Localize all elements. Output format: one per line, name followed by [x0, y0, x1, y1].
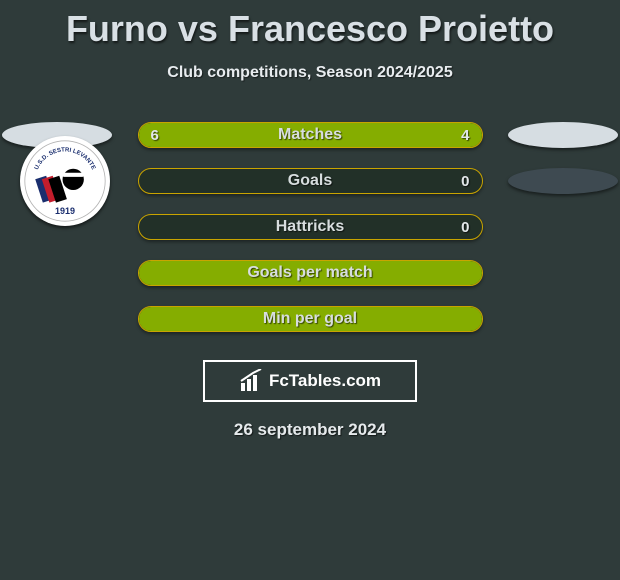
stat-row-hattricks: Hattricks 0: [0, 204, 620, 250]
stat-label: Hattricks: [139, 218, 482, 236]
stat-rows: 6 Matches 4 U.S.D. SESTRI LEVANTE 1919: [0, 112, 620, 342]
right-value: 4: [461, 127, 469, 144]
right-value: 0: [461, 173, 469, 190]
stat-bar: Goals 0: [138, 168, 483, 194]
right-value: 0: [461, 219, 469, 236]
right-player-marker: [508, 168, 618, 194]
stat-bar: Hattricks 0: [138, 214, 483, 240]
stat-bar: Goals per match: [138, 260, 483, 286]
right-player-marker: [508, 122, 618, 148]
stat-bar: 6 Matches 4: [138, 122, 483, 148]
stat-row-gpm: Goals per match: [0, 250, 620, 296]
brand-text: FcTables.com: [269, 371, 381, 391]
stat-label: Goals: [139, 172, 482, 190]
date-text: 26 september 2024: [0, 420, 620, 440]
stat-row-goals: U.S.D. SESTRI LEVANTE 1919 Goals 0: [0, 158, 620, 204]
stat-row-mpg: Min per goal: [0, 296, 620, 342]
stat-label: Matches: [139, 126, 482, 144]
chart-icon: [239, 369, 263, 393]
stat-bar: Min per goal: [138, 306, 483, 332]
stat-label: Goals per match: [139, 264, 482, 282]
page-title: Furno vs Francesco Proietto: [0, 0, 620, 50]
page-subtitle: Club competitions, Season 2024/2025: [0, 64, 620, 82]
stat-label: Min per goal: [139, 310, 482, 328]
brand-box[interactable]: FcTables.com: [203, 360, 417, 402]
